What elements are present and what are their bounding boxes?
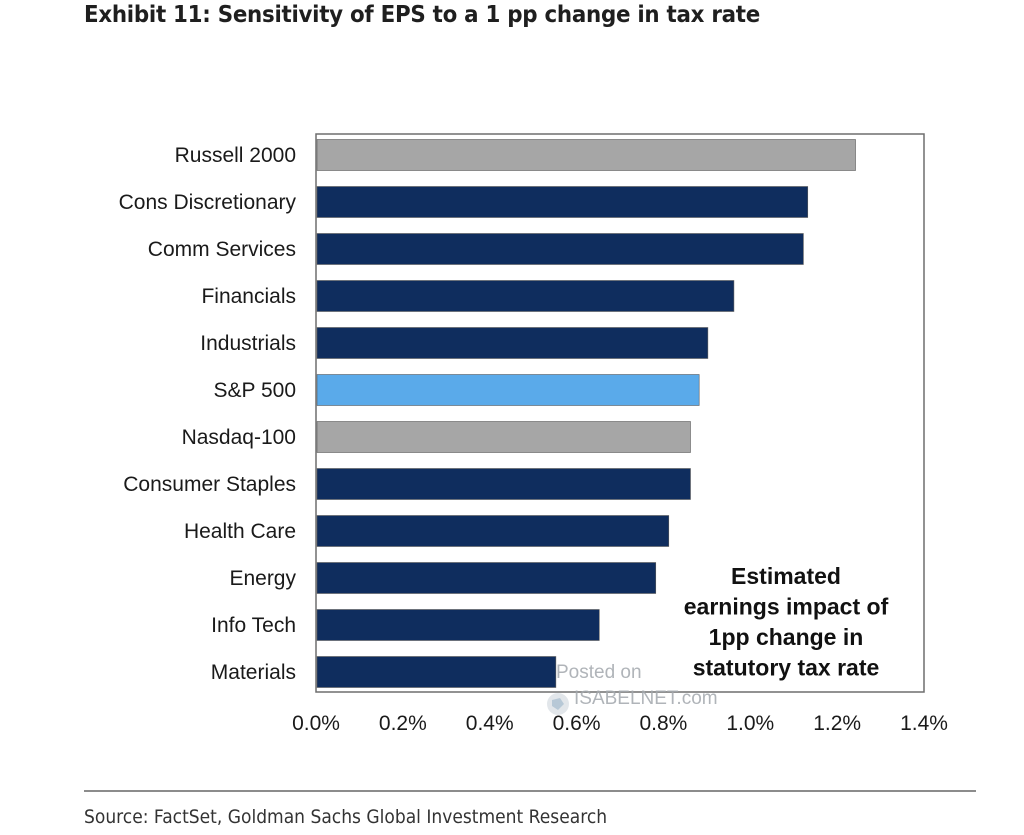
category-label: Financials [201, 285, 296, 308]
category-label: Health Care [184, 520, 296, 543]
bar-financials [316, 280, 735, 312]
bar-industrials [316, 327, 709, 359]
category-label: Industrials [200, 332, 296, 355]
bar-comm-services [316, 233, 804, 265]
x-tick-label: 1.0% [726, 712, 774, 735]
category-label: Materials [211, 661, 296, 684]
chart-annotation: Estimated earnings impact of 1pp change in… [684, 563, 889, 681]
watermark-line2: ISABELNET.com [574, 688, 718, 709]
annotation-line: 1pp change in [709, 624, 864, 650]
category-label: Info Tech [211, 614, 296, 637]
x-tick-label: 0.6% [553, 712, 601, 735]
bar-cons-discretionary [316, 186, 809, 218]
bar-nasdaq-100 [316, 421, 691, 453]
x-tick-label: 0.2% [379, 712, 427, 735]
bar-russell-2000 [316, 139, 856, 171]
x-tick-label: 0.8% [639, 712, 687, 735]
chart-title: Exhibit 11: Sensitivity of EPS to a 1 pp… [84, 2, 760, 28]
x-tick-labels-group: 0.0% 0.2% 0.4% 0.6% 0.8% 1.0% 1.2% 1.4% [292, 712, 948, 735]
x-tick-label: 1.4% [900, 712, 948, 735]
bar-health-care [316, 515, 670, 547]
bar-materials [316, 656, 557, 688]
category-label: S&P 500 [213, 379, 296, 402]
source-note: Source: FactSet, Goldman Sachs Global In… [84, 806, 608, 828]
bar-energy [316, 562, 657, 594]
category-label: Nasdaq-100 [182, 426, 296, 449]
category-label: Consumer Staples [123, 473, 296, 496]
footer-divider [84, 790, 976, 792]
category-label: Cons Discretionary [119, 191, 297, 214]
bars-group [316, 139, 856, 688]
category-label: Comm Services [148, 238, 296, 261]
x-tick-label: 0.4% [466, 712, 514, 735]
category-label: Russell 2000 [175, 144, 296, 167]
bar-s-p-500 [316, 374, 700, 406]
watermark: Posted on ISABELNET.com [540, 662, 780, 726]
category-labels-group: Russell 2000 Cons Discretionary Comm Servi… [119, 144, 297, 684]
category-label: Energy [229, 567, 296, 590]
annotation-line: statutory tax rate [693, 655, 880, 681]
bar-info-tech [316, 609, 600, 641]
annotation-line: Estimated [731, 563, 841, 589]
bar-chart: Russell 2000 Cons Discretionary Comm Servi… [119, 133, 948, 735]
watermark-line1: Posted on [556, 662, 642, 683]
x-tick-label: 0.0% [292, 712, 340, 735]
bar-consumer-staples [316, 468, 691, 500]
plot-area-frame [315, 133, 925, 693]
isabelnet-logo-icon [547, 693, 569, 715]
annotation-line: earnings impact of [684, 594, 889, 620]
x-tick-label: 1.2% [813, 712, 861, 735]
